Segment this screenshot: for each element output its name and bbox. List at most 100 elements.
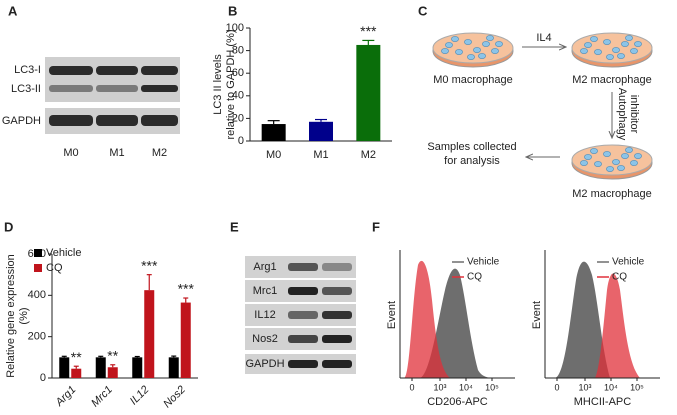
cell (594, 161, 602, 167)
step-label: M2 macrophage (572, 74, 652, 86)
band (288, 263, 318, 271)
step-label: M2 macrophage (572, 188, 652, 200)
band (96, 115, 138, 126)
cell (580, 48, 588, 54)
band (141, 85, 178, 92)
cell (621, 153, 629, 159)
band (288, 311, 318, 319)
band (288, 287, 318, 295)
histogram-cq (595, 273, 640, 378)
band (322, 311, 352, 319)
x-tick-label: 0 (554, 382, 559, 392)
y-axis-label: Event (531, 301, 543, 329)
lane-label: M0 (63, 147, 78, 159)
lane-label: M2 (152, 147, 167, 159)
cell (634, 153, 642, 159)
cell (590, 148, 598, 154)
y-axis-label: Event (386, 301, 398, 329)
y-tick-label: 400 (28, 289, 46, 301)
band (49, 115, 93, 126)
cell (603, 39, 611, 45)
significance: ** (107, 347, 118, 363)
x-tick-label: M2 (361, 149, 376, 161)
cell (580, 160, 588, 166)
legend-label: CQ (467, 272, 482, 283)
panel-letter: C (418, 3, 428, 18)
y-axis-label: LC3 II levels (212, 54, 224, 115)
cell (617, 165, 625, 171)
bar (180, 302, 191, 378)
x-tick-label: M0 (266, 149, 281, 161)
cell (603, 151, 611, 157)
legend-label: CQ (612, 272, 627, 283)
treatment-label: inhibitor (628, 95, 640, 134)
band-label: GAPDH (2, 115, 41, 127)
histogram-vehicle (555, 261, 610, 378)
panel-letter: F (372, 219, 380, 234)
legend-label: Vehicle (612, 257, 645, 268)
x-tick-label: 10⁴ (604, 382, 618, 392)
cell (491, 48, 499, 54)
band (49, 66, 93, 75)
y-tick-label: 60 (232, 67, 244, 79)
legend-label: Vehicle (467, 257, 500, 268)
band (288, 360, 318, 368)
panel-letter: A (8, 3, 18, 18)
cell (612, 159, 620, 165)
cell (625, 35, 633, 41)
cell (621, 41, 629, 47)
step-label: M0 macrophage (433, 74, 513, 86)
band (288, 335, 318, 343)
legend-label: CQ (46, 262, 63, 274)
cell (606, 54, 614, 60)
cell (451, 36, 459, 42)
x-tick-label: M1 (313, 149, 328, 161)
band (322, 287, 352, 295)
treatment-label: Autophagy (616, 88, 628, 141)
cell (634, 41, 642, 47)
cell (606, 166, 614, 172)
x-tick-label: 10³ (578, 382, 591, 392)
band-label: Arg1 (253, 261, 276, 273)
band (322, 263, 352, 271)
band (96, 85, 138, 92)
panel-letter: D (4, 219, 13, 234)
bar (95, 357, 106, 378)
output-label: Samples collected (427, 141, 516, 153)
treatment-label: IL4 (536, 32, 551, 44)
x-tick-label: 0 (409, 382, 414, 392)
legend-swatch (34, 249, 42, 257)
cell (482, 41, 490, 47)
cell (584, 42, 592, 48)
histogram-cq (404, 260, 450, 378)
output-label: for analysis (444, 155, 500, 167)
cell (495, 41, 503, 47)
cell (590, 36, 598, 42)
bar (144, 290, 155, 378)
bar (71, 368, 82, 378)
cell (455, 49, 463, 55)
cell (486, 35, 494, 41)
cell (464, 39, 472, 45)
y-tick-label: 0 (238, 135, 244, 147)
panel-letter: B (228, 3, 237, 18)
cell (467, 54, 475, 60)
bar (107, 367, 118, 378)
significance: *** (178, 281, 195, 297)
cell (630, 160, 638, 166)
significance: ** (71, 349, 82, 365)
cell (612, 47, 620, 53)
panel-letter: E (230, 219, 239, 234)
bar (168, 357, 179, 378)
band (49, 85, 93, 92)
band-label: IL12 (254, 309, 275, 321)
significance: *** (360, 23, 377, 39)
band (322, 335, 352, 343)
bar (261, 124, 286, 141)
y-tick-label: 200 (28, 331, 46, 343)
legend-swatch (34, 264, 42, 272)
cell (617, 53, 625, 59)
band-label: Nos2 (252, 333, 278, 345)
x-tick-label: 10³ (433, 382, 446, 392)
